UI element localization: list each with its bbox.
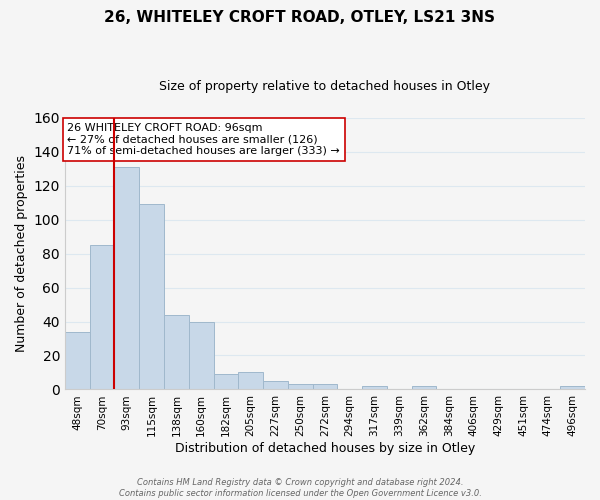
Bar <box>164 314 189 390</box>
Text: Contains HM Land Registry data © Crown copyright and database right 2024.
Contai: Contains HM Land Registry data © Crown c… <box>119 478 481 498</box>
Bar <box>238 372 263 390</box>
Bar <box>65 332 89 390</box>
Bar <box>362 386 387 390</box>
Bar <box>412 386 436 390</box>
Bar <box>115 167 139 390</box>
Bar <box>313 384 337 390</box>
Bar <box>139 204 164 390</box>
Text: 26, WHITELEY CROFT ROAD, OTLEY, LS21 3NS: 26, WHITELEY CROFT ROAD, OTLEY, LS21 3NS <box>104 10 496 25</box>
Bar <box>263 381 288 390</box>
Text: 26 WHITELEY CROFT ROAD: 96sqm
← 27% of detached houses are smaller (126)
71% of : 26 WHITELEY CROFT ROAD: 96sqm ← 27% of d… <box>67 123 340 156</box>
Bar <box>288 384 313 390</box>
Y-axis label: Number of detached properties: Number of detached properties <box>15 155 28 352</box>
Bar <box>189 322 214 390</box>
Bar <box>214 374 238 390</box>
Bar <box>89 245 115 390</box>
Title: Size of property relative to detached houses in Otley: Size of property relative to detached ho… <box>160 80 490 93</box>
Bar <box>560 386 585 390</box>
X-axis label: Distribution of detached houses by size in Otley: Distribution of detached houses by size … <box>175 442 475 455</box>
